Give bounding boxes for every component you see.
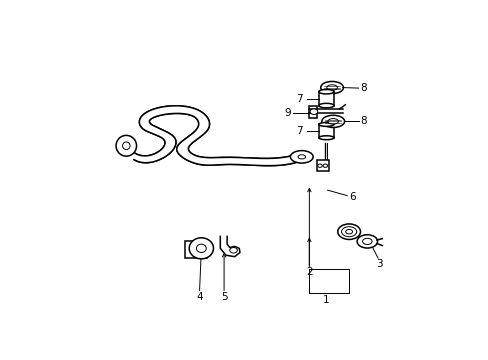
Ellipse shape bbox=[321, 115, 344, 127]
Circle shape bbox=[317, 164, 322, 167]
Text: 8: 8 bbox=[360, 116, 366, 126]
Bar bbox=[318, 125, 333, 138]
Text: 3: 3 bbox=[375, 258, 382, 269]
Bar bbox=[318, 92, 333, 105]
Ellipse shape bbox=[189, 238, 213, 259]
Text: 5: 5 bbox=[220, 292, 227, 302]
Ellipse shape bbox=[318, 136, 333, 140]
Text: 7: 7 bbox=[296, 94, 302, 104]
Ellipse shape bbox=[327, 118, 338, 124]
Polygon shape bbox=[220, 237, 240, 257]
Text: 9: 9 bbox=[284, 108, 290, 118]
Ellipse shape bbox=[356, 235, 377, 248]
Text: 2: 2 bbox=[305, 267, 312, 277]
Ellipse shape bbox=[362, 238, 371, 244]
Circle shape bbox=[309, 109, 317, 114]
FancyBboxPatch shape bbox=[309, 105, 316, 118]
Ellipse shape bbox=[116, 135, 136, 156]
FancyBboxPatch shape bbox=[184, 242, 206, 258]
Text: 8: 8 bbox=[360, 83, 366, 93]
Ellipse shape bbox=[297, 155, 305, 159]
Ellipse shape bbox=[290, 150, 312, 163]
Text: 4: 4 bbox=[196, 292, 203, 302]
Polygon shape bbox=[134, 106, 302, 166]
Circle shape bbox=[229, 247, 237, 253]
Ellipse shape bbox=[341, 227, 356, 237]
Ellipse shape bbox=[326, 85, 337, 90]
Text: 1: 1 bbox=[323, 296, 329, 305]
Ellipse shape bbox=[318, 103, 333, 108]
Ellipse shape bbox=[318, 122, 333, 126]
Ellipse shape bbox=[337, 224, 360, 239]
Ellipse shape bbox=[196, 244, 206, 252]
Ellipse shape bbox=[345, 229, 352, 234]
Text: 7: 7 bbox=[296, 126, 302, 136]
Ellipse shape bbox=[122, 142, 130, 149]
Ellipse shape bbox=[320, 81, 343, 94]
Circle shape bbox=[323, 164, 327, 167]
Ellipse shape bbox=[318, 90, 333, 94]
FancyBboxPatch shape bbox=[316, 161, 328, 171]
Text: 6: 6 bbox=[348, 192, 355, 202]
